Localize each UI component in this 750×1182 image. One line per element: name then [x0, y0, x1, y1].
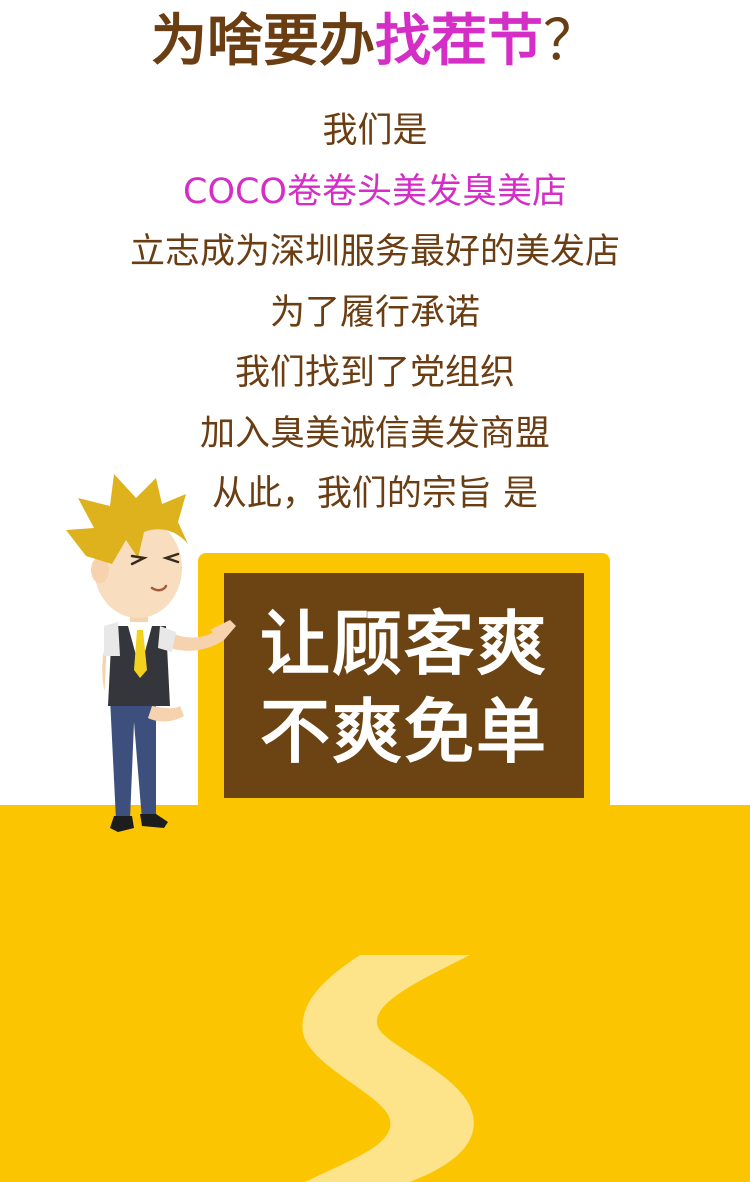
intro-line: 为了履行承诺	[269, 292, 480, 333]
signboard: 让顾客爽 不爽免单	[224, 573, 584, 798]
intro-line: 立志成为深圳服务最好的美发店	[129, 232, 620, 272]
winding-road-icon	[302, 955, 474, 1182]
signboard-line-2: 不爽免单	[260, 690, 548, 773]
headline-question-mark: ？	[543, 9, 599, 74]
intro-line: 从此，我们的宗旨 是	[211, 474, 539, 514]
intro-line: 我们找到了党组织	[234, 353, 515, 393]
page-headline: 为啥要办找茬节？	[0, 6, 750, 76]
intro-line: 我们是	[322, 111, 428, 151]
intro-line-store-name: COCO卷卷头美发臭美店	[183, 171, 567, 212]
intro-line: 加入臭美诚信美发商盟	[199, 413, 550, 454]
cartoon-host-character-icon	[66, 474, 236, 832]
headline-part1: 为啥要办	[151, 8, 375, 74]
signboard-line-1: 让顾客爽	[260, 602, 548, 685]
headline-highlight: 找茬节	[375, 8, 543, 74]
intro-text-block: 我们是 COCO卷卷头美发臭美店 立志成为深圳服务最好的美发店 为了履行承诺 我…	[0, 101, 750, 525]
